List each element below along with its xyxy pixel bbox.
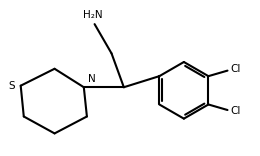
- Text: H₂N: H₂N: [83, 10, 103, 20]
- Text: N: N: [88, 74, 95, 84]
- Text: Cl: Cl: [230, 64, 240, 74]
- Text: S: S: [8, 81, 15, 91]
- Text: Cl: Cl: [230, 106, 240, 116]
